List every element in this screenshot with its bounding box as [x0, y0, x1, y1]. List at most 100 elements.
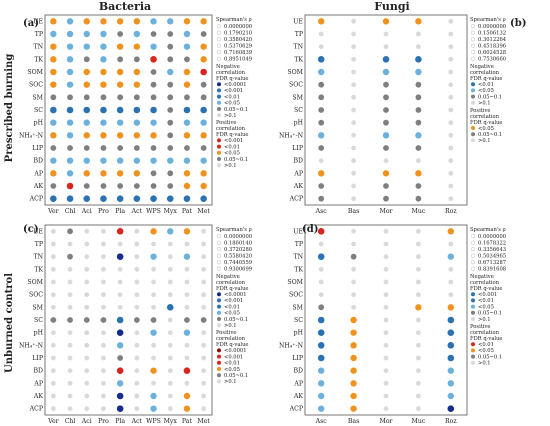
row-label: TN [33, 254, 43, 261]
panel-frame [44, 14, 213, 206]
correlation-dot [117, 355, 124, 361]
legend-positive-item: <0.05 [224, 151, 240, 157]
correlation-dot [183, 157, 191, 164]
correlation-dot [200, 182, 207, 190]
legend-negative-item: >0.1 [478, 101, 491, 107]
correlation-dot [66, 56, 74, 63]
column-label: Asc [315, 208, 328, 215]
row-label: BD [293, 368, 303, 375]
legend-positive-item: >0.1 [224, 163, 237, 169]
column-label: WPS [146, 418, 161, 425]
panel-label: (a) [23, 18, 39, 29]
correlation-dot [318, 132, 325, 139]
correlation-dot [317, 228, 325, 235]
side-label-prescribed-burning: Prescribed burning [4, 54, 15, 163]
correlation-dot [84, 406, 90, 412]
legend-negative-swatch [217, 107, 221, 111]
correlation-dot [150, 183, 157, 189]
correlation-dot [83, 56, 90, 63]
correlation-dot [447, 228, 454, 235]
correlation-dot [50, 183, 57, 189]
correlation-dot [151, 342, 156, 348]
legend-positive-item: <0.01 [224, 361, 240, 367]
legend-size-value: 0.4518396 [478, 44, 506, 50]
legend-negative-swatch [217, 310, 221, 315]
correlation-dot [151, 304, 156, 310]
correlation-dot [50, 355, 56, 361]
legend-negative-swatch [217, 304, 221, 309]
correlation-dot [101, 304, 106, 310]
correlation-dot [84, 254, 90, 260]
legend-negative-swatch [471, 298, 475, 303]
correlation-dot [116, 253, 124, 260]
correlation-dot [100, 81, 107, 88]
correlation-dot [116, 18, 124, 25]
column-label: Bas [348, 418, 359, 425]
row-label: ACP [289, 406, 303, 413]
correlation-dot [448, 241, 454, 247]
correlation-dot [448, 69, 454, 75]
legend-size-swatch [216, 56, 222, 61]
correlation-dot [167, 406, 173, 412]
correlation-dot [200, 94, 207, 101]
correlation-dot [133, 18, 141, 25]
correlation-dot [150, 392, 157, 400]
legend-size-value: 0.1678322 [478, 241, 506, 247]
correlation-dot [415, 304, 422, 311]
correlation-dot [318, 94, 325, 101]
column-label: Pla [115, 418, 125, 425]
correlation-dot [200, 43, 207, 50]
correlation-dot [50, 170, 57, 177]
correlation-dot [183, 329, 191, 336]
correlation-dot [200, 56, 207, 63]
legend-positive-title: FDR q-value [470, 120, 502, 126]
row-label: SM [292, 304, 303, 311]
row-label: LIP [32, 355, 43, 362]
correlation-dot [117, 292, 123, 298]
correlation-dot [167, 81, 174, 88]
legend-negative-item: >0.1 [478, 317, 491, 323]
column-label: Ver [47, 208, 59, 215]
correlation-dot [317, 253, 325, 260]
legend-size-swatch [470, 240, 476, 245]
correlation-dot [134, 266, 140, 272]
legend-negative-item: <0.001 [478, 292, 497, 298]
correlation-dot [116, 106, 124, 114]
correlation-dot [151, 355, 156, 361]
correlation-dot [116, 342, 124, 349]
correlation-dot [184, 304, 190, 310]
correlation-dot [101, 330, 106, 336]
correlation-dot [448, 31, 454, 37]
correlation-dot [447, 380, 454, 387]
correlation-dot [116, 228, 124, 235]
correlation-dot [351, 279, 356, 285]
correlation-dot [351, 94, 356, 100]
legend-size-value: 0.3580420 [224, 37, 252, 43]
legend-positive-swatch [217, 379, 221, 384]
column-label: Ver [47, 418, 59, 425]
correlation-dot [415, 81, 422, 88]
column-label: Bas [348, 208, 359, 215]
correlation-dot [117, 183, 124, 189]
correlation-dot [84, 228, 90, 234]
correlation-dot [83, 195, 91, 202]
correlation-dot [184, 56, 190, 63]
legend-positive-item: 0.05~0.1 [478, 354, 502, 360]
correlation-dot [416, 368, 421, 374]
correlation-dot [167, 228, 174, 235]
correlation-dot [66, 119, 74, 126]
legend-negative-item: 0.05~0.1 [478, 94, 502, 100]
legend-size-value: 0.3720280 [224, 247, 252, 253]
correlation-dot [101, 266, 106, 272]
legend-positive-title: Positive [470, 108, 490, 114]
correlation-dot [134, 241, 140, 247]
correlation-dot [415, 107, 422, 113]
correlation-dot [66, 43, 74, 50]
correlation-dot [416, 254, 421, 260]
correlation-dot [200, 18, 207, 25]
correlation-dot [116, 367, 124, 374]
correlation-dot [133, 317, 140, 323]
legend-size-value: 0.8391608 [478, 267, 506, 273]
correlation-dot [167, 107, 174, 113]
correlation-dot [383, 107, 389, 113]
